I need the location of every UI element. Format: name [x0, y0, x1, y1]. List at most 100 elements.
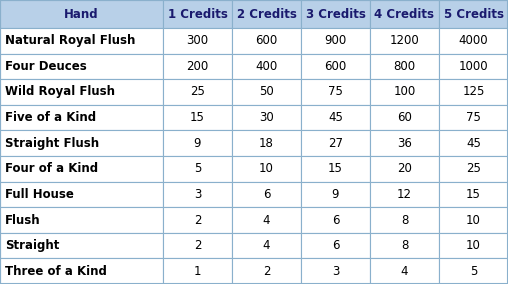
Bar [232, 79, 301, 105]
Bar [439, 207, 508, 233]
Text: 600: 600 [256, 34, 278, 47]
Bar [0, 181, 163, 207]
Text: 15: 15 [190, 111, 205, 124]
Text: Straight: Straight [5, 239, 59, 252]
Text: 75: 75 [328, 85, 343, 99]
Text: 18: 18 [259, 137, 274, 150]
Text: 3: 3 [194, 188, 201, 201]
Text: 1 Credits: 1 Credits [168, 7, 228, 20]
Text: 60: 60 [397, 111, 412, 124]
Bar [439, 130, 508, 156]
Text: 50: 50 [259, 85, 274, 99]
Bar [232, 130, 301, 156]
Bar [163, 181, 232, 207]
Text: Four Deuces: Four Deuces [5, 60, 87, 73]
Bar [370, 207, 439, 233]
Bar [370, 54, 439, 79]
Text: 2 Credits: 2 Credits [237, 7, 297, 20]
Bar [232, 207, 301, 233]
Bar [0, 258, 163, 284]
Text: 4: 4 [263, 239, 270, 252]
Bar [370, 79, 439, 105]
Bar [232, 54, 301, 79]
Bar [232, 233, 301, 258]
Text: 8: 8 [401, 239, 408, 252]
Text: 10: 10 [466, 239, 481, 252]
Text: Four of a Kind: Four of a Kind [5, 162, 98, 175]
Bar [0, 233, 163, 258]
Bar [370, 28, 439, 54]
Bar [301, 181, 370, 207]
Bar [301, 79, 370, 105]
Bar [163, 54, 232, 79]
Text: 4: 4 [263, 214, 270, 227]
Text: 2: 2 [263, 265, 270, 278]
Bar [439, 0, 508, 28]
Bar [301, 0, 370, 28]
Bar [0, 130, 163, 156]
Bar [301, 258, 370, 284]
Bar [370, 105, 439, 130]
Text: Full House: Full House [5, 188, 74, 201]
Bar [0, 207, 163, 233]
Bar [163, 130, 232, 156]
Bar [439, 105, 508, 130]
Text: 5 Credits: 5 Credits [443, 7, 503, 20]
Bar [232, 28, 301, 54]
Bar [232, 258, 301, 284]
Text: 9: 9 [194, 137, 201, 150]
Bar [439, 258, 508, 284]
Bar [301, 54, 370, 79]
Bar [301, 233, 370, 258]
Bar [439, 181, 508, 207]
Text: 1000: 1000 [459, 60, 488, 73]
Bar [163, 105, 232, 130]
Bar [163, 207, 232, 233]
Text: 25: 25 [190, 85, 205, 99]
Text: 9: 9 [332, 188, 339, 201]
Text: 45: 45 [466, 137, 481, 150]
Text: 75: 75 [466, 111, 481, 124]
Bar [301, 130, 370, 156]
Text: 400: 400 [256, 60, 278, 73]
Text: 10: 10 [259, 162, 274, 175]
Bar [370, 156, 439, 181]
Bar [232, 0, 301, 28]
Bar [370, 181, 439, 207]
Text: 900: 900 [325, 34, 346, 47]
Bar [439, 28, 508, 54]
Text: 200: 200 [186, 60, 209, 73]
Text: 3: 3 [332, 265, 339, 278]
Bar [301, 105, 370, 130]
Text: 15: 15 [466, 188, 481, 201]
Text: 5: 5 [470, 265, 477, 278]
Text: 600: 600 [325, 60, 346, 73]
Text: 6: 6 [332, 214, 339, 227]
Text: 5: 5 [194, 162, 201, 175]
Text: 4: 4 [401, 265, 408, 278]
Bar [0, 28, 163, 54]
Text: 6: 6 [332, 239, 339, 252]
Bar [0, 105, 163, 130]
Bar [301, 207, 370, 233]
Text: 1: 1 [194, 265, 201, 278]
Bar [232, 105, 301, 130]
Text: 4000: 4000 [459, 34, 488, 47]
Text: 8: 8 [401, 214, 408, 227]
Bar [163, 233, 232, 258]
Bar [301, 156, 370, 181]
Text: 15: 15 [328, 162, 343, 175]
Text: Three of a Kind: Three of a Kind [5, 265, 107, 278]
Text: Five of a Kind: Five of a Kind [5, 111, 96, 124]
Bar [439, 156, 508, 181]
Bar [439, 233, 508, 258]
Bar [370, 0, 439, 28]
Text: 30: 30 [259, 111, 274, 124]
Bar [370, 233, 439, 258]
Text: 125: 125 [462, 85, 485, 99]
Text: 2: 2 [194, 239, 201, 252]
Text: Wild Royal Flush: Wild Royal Flush [5, 85, 115, 99]
Text: 36: 36 [397, 137, 412, 150]
Text: 3 Credits: 3 Credits [306, 7, 365, 20]
Text: 2: 2 [194, 214, 201, 227]
